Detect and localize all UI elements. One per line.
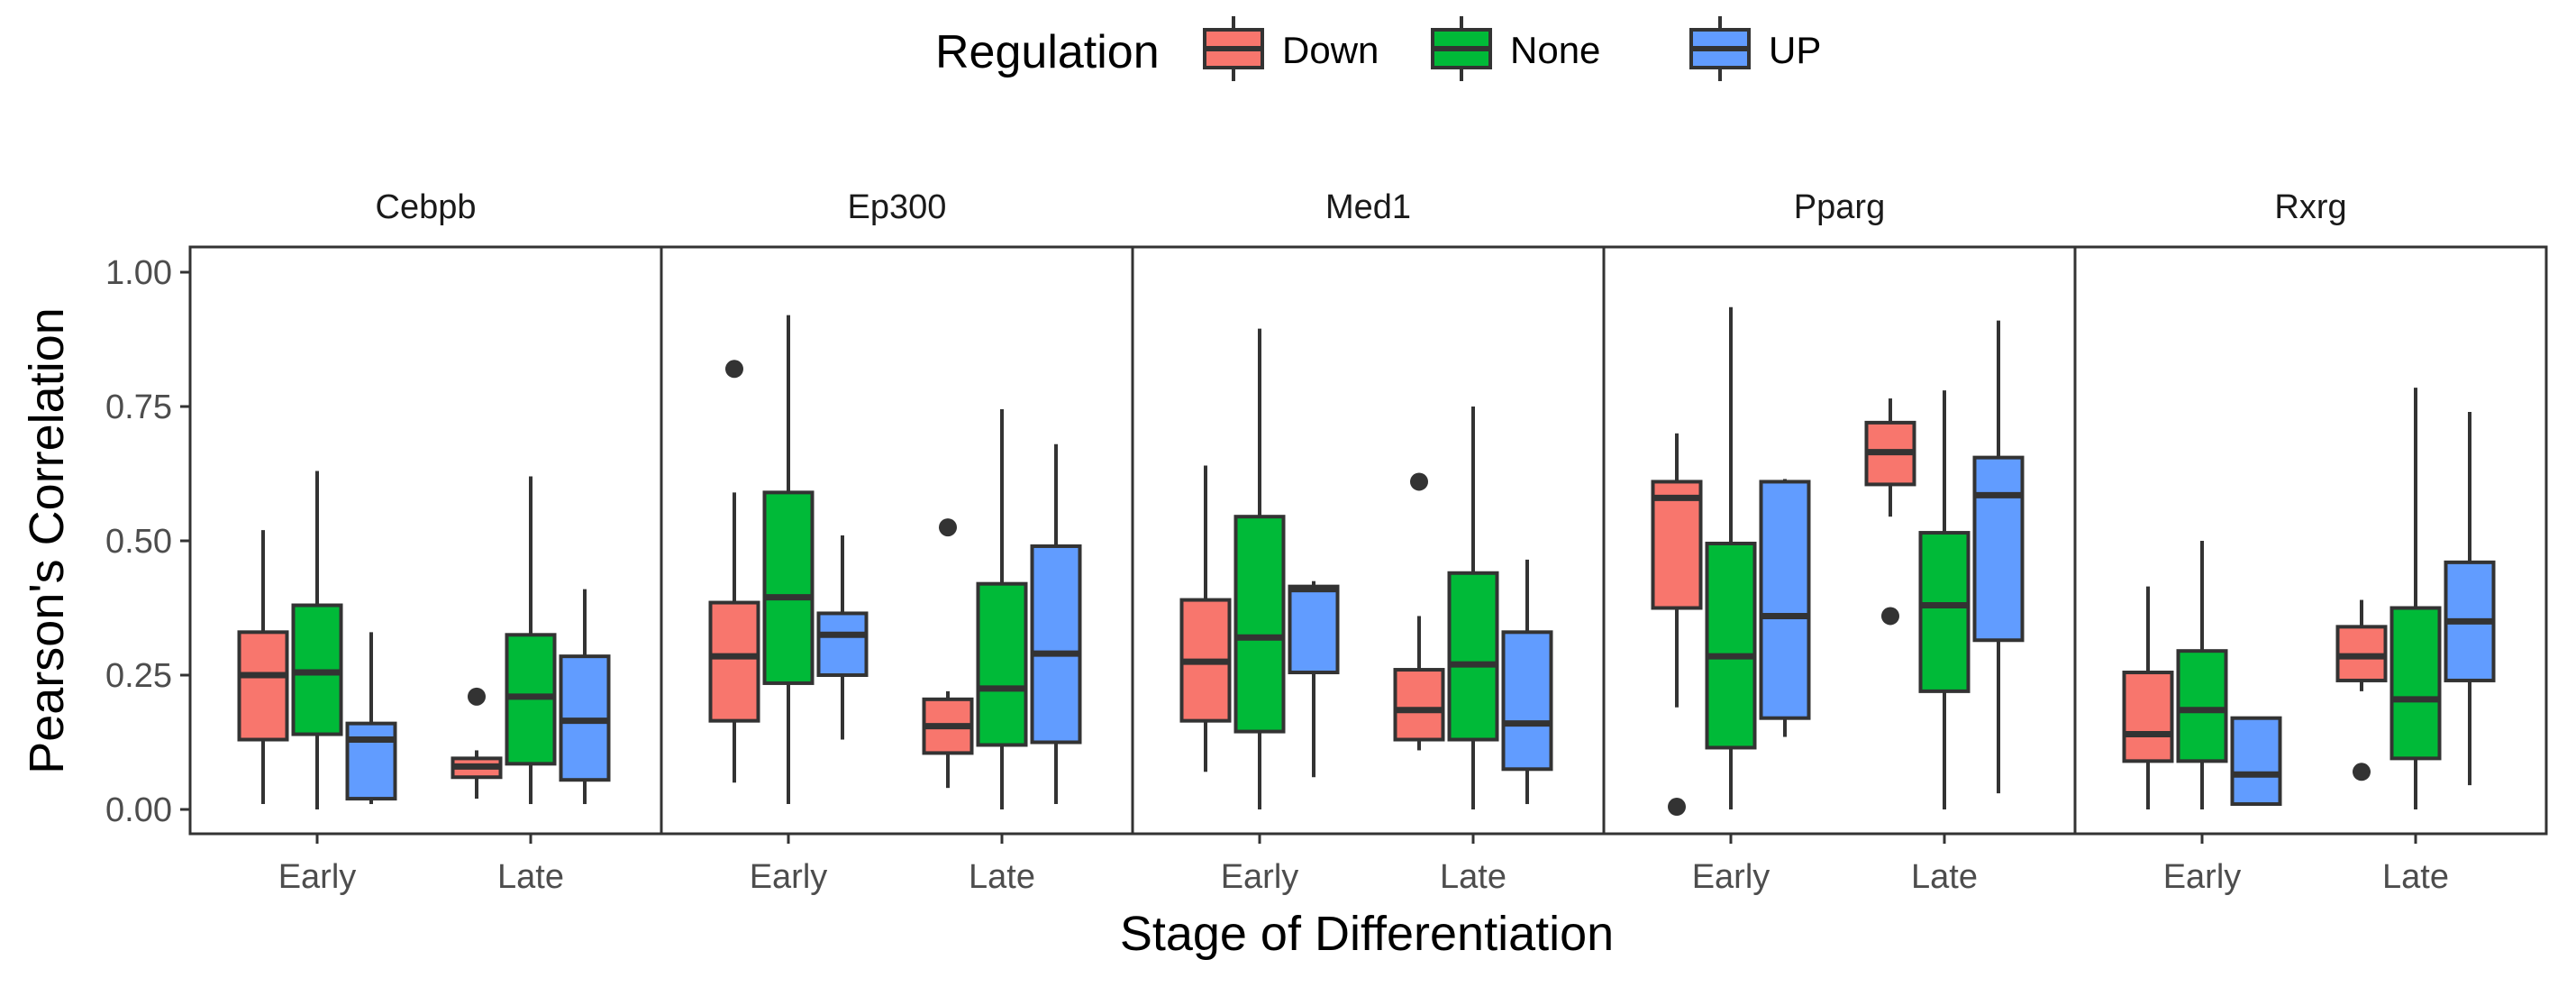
- facet-panels: Cebpb Early Late Ep300 Early Late Med1 Early Lat…: [188, 188, 2548, 896]
- box-late-down: [1864, 398, 1916, 626]
- outlier-point: [1668, 798, 1686, 817]
- box-late-none: [1447, 407, 1499, 809]
- box-late-down: [2335, 599, 2388, 781]
- box-early-up: [1759, 479, 1811, 737]
- box-body: [762, 490, 815, 685]
- box-body: [1651, 480, 1703, 610]
- box-early-down: [2122, 586, 2174, 809]
- box-body: [1972, 455, 2025, 643]
- box-body: [2230, 716, 2282, 807]
- box-body: [708, 600, 760, 723]
- box-body: [816, 611, 869, 678]
- box-early-down: [237, 530, 289, 805]
- x-tick-label: Early: [1221, 858, 1299, 896]
- panel-title: Cebpb: [376, 188, 477, 226]
- panel-border: [2073, 245, 2548, 836]
- x-tick-label: Early: [2163, 858, 2242, 896]
- box-body: [1393, 668, 1445, 742]
- x-tick-label: Early: [278, 858, 357, 896]
- box-early-down: [708, 360, 760, 783]
- outlier-point: [1881, 607, 1899, 626]
- legend-item-down: Down: [1203, 16, 1379, 81]
- x-tick-label: Early: [750, 858, 828, 896]
- box-body: [1918, 531, 1971, 693]
- panel-cebpb: Cebpb Early Late: [188, 188, 663, 896]
- box-body: [1705, 541, 1757, 750]
- box-late-up: [559, 589, 611, 805]
- x-tick-label: Late: [2382, 858, 2449, 896]
- box-early-none: [1233, 328, 1286, 809]
- box-body: [1233, 515, 1286, 734]
- x-axis-title: Stage of Differentiation: [1120, 907, 1614, 961]
- box-early-down: [1179, 465, 1232, 772]
- panel-title: Rxrg: [2274, 188, 2346, 226]
- box-body: [976, 581, 1028, 747]
- legend-label: Down: [1282, 29, 1379, 71]
- box-late-up: [2444, 411, 2496, 786]
- box-early-up: [345, 632, 397, 805]
- y-axis-title: Pearson's Correlation: [20, 307, 74, 774]
- legend-label: UP: [1769, 29, 1821, 71]
- box-early-down: [1651, 433, 1703, 817]
- box-late-down: [451, 687, 503, 800]
- box-early-up: [2230, 716, 2282, 807]
- panel-med1: Med1 Early Late: [1131, 188, 1606, 896]
- legend-title: Regulation: [935, 26, 1160, 78]
- box-late-down: [1393, 472, 1445, 751]
- box-body: [1030, 544, 1082, 745]
- box-body: [1759, 480, 1811, 720]
- outlier-point: [1410, 472, 1428, 491]
- y-tick-label: 0.50: [105, 523, 172, 561]
- panel-title: Ep300: [848, 188, 947, 226]
- box-body: [2122, 671, 2174, 763]
- x-tick-label: Early: [1692, 858, 1770, 896]
- legend-item-none: None: [1431, 16, 1600, 81]
- outlier-point: [2353, 763, 2371, 781]
- outlier-point: [939, 518, 957, 537]
- x-tick-label: Late: [497, 858, 564, 896]
- y-axis: 0.00 0.25 0.50 0.75 1.00: [105, 254, 190, 829]
- box-late-up: [1972, 320, 2025, 794]
- box-late-down: [922, 518, 974, 789]
- outlier-point: [725, 360, 743, 379]
- panel-rxrg: Rxrg Early Late: [2073, 188, 2548, 896]
- box-early-up: [816, 535, 869, 740]
- panel-title: Med1: [1325, 188, 1411, 226]
- box-early-none: [1705, 306, 1757, 809]
- box-early-none: [762, 315, 815, 805]
- box-late-up: [1030, 443, 1082, 805]
- box-body: [1501, 630, 1553, 772]
- box-early-up: [1288, 580, 1340, 778]
- box-late-up: [1501, 559, 1553, 805]
- x-tick-label: Late: [969, 858, 1035, 896]
- box-body: [2389, 606, 2442, 761]
- box-late-none: [2389, 388, 2442, 809]
- y-tick-label: 1.00: [105, 254, 172, 292]
- outlier-point: [468, 687, 486, 706]
- box-early-none: [2176, 541, 2228, 809]
- box-early-none: [291, 471, 343, 809]
- y-tick-label: 0.00: [105, 791, 172, 829]
- legend: Regulation Down None UP: [935, 16, 1821, 81]
- box-body: [237, 630, 289, 742]
- legend-item-up: UP: [1689, 16, 1821, 81]
- box-late-none: [1918, 390, 1971, 809]
- y-tick-label: 0.25: [105, 657, 172, 695]
- legend-label: None: [1510, 29, 1600, 71]
- x-tick-label: Late: [1911, 858, 1978, 896]
- box-body: [1447, 571, 1499, 742]
- box-late-none: [976, 408, 1028, 809]
- panel-title: Pparg: [1794, 188, 1885, 226]
- box-body: [2176, 649, 2228, 763]
- x-tick-label: Late: [1440, 858, 1506, 896]
- box-body: [1288, 584, 1340, 675]
- y-tick-label: 0.75: [105, 388, 172, 426]
- box-body: [345, 721, 397, 801]
- box-late-none: [505, 476, 557, 805]
